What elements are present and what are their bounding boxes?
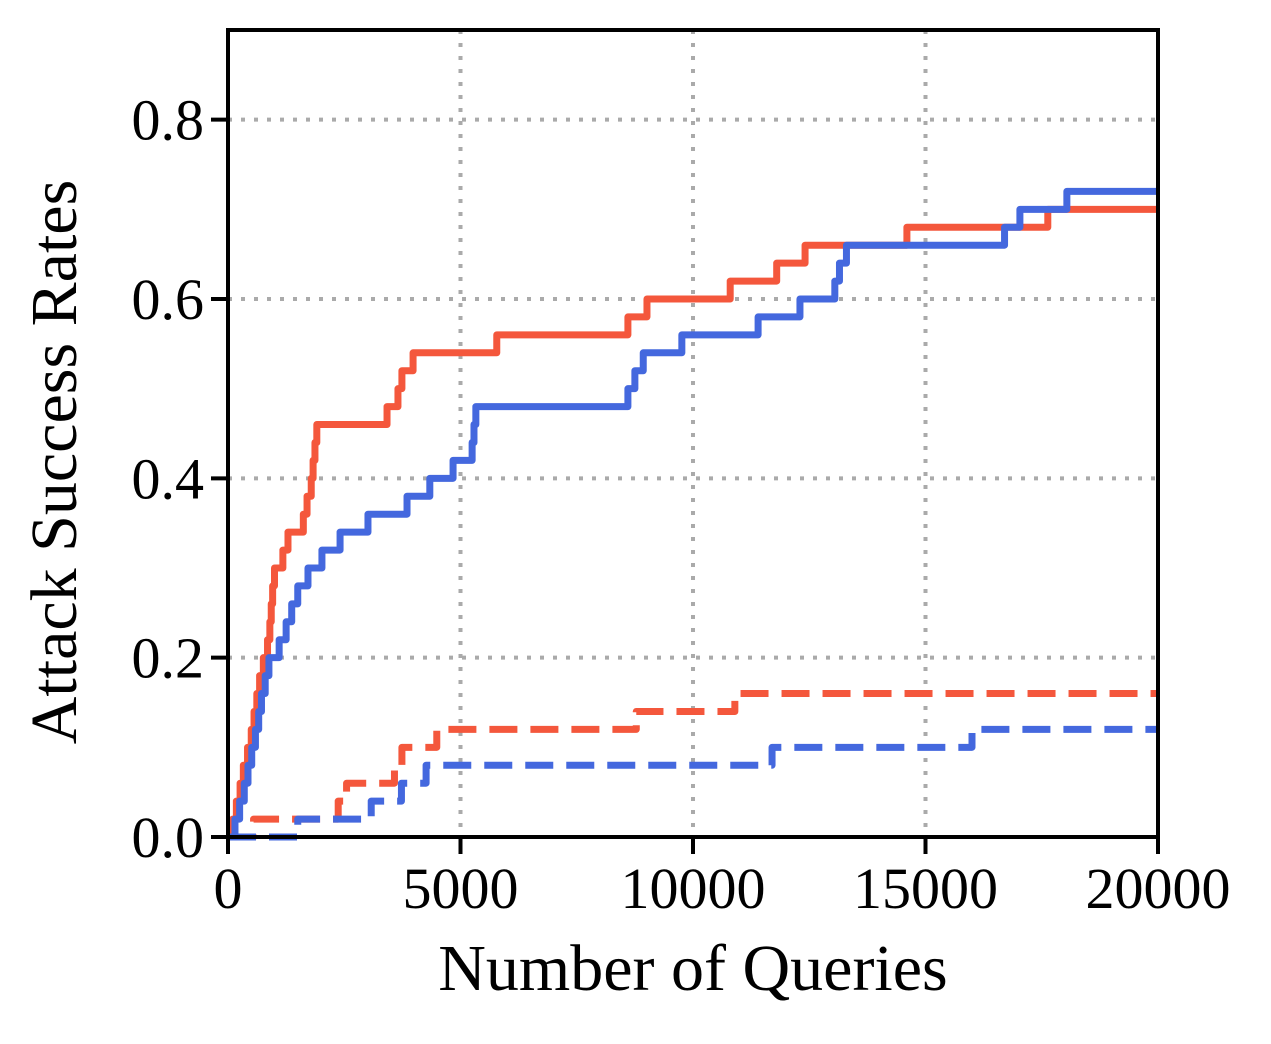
y-tick-label: 0.0 [132,805,205,870]
x-tick-label: 0 [214,856,243,921]
dashed-blue-curve [228,725,1158,841]
data-series [228,187,1158,841]
x-tick-label: 15000 [853,856,998,921]
y-tick-label: 0.4 [132,446,205,511]
y-tick-label: 0.2 [132,626,205,691]
x-axis-label: Number of Queries [438,932,948,1005]
y-tick-label: 0.8 [132,88,205,153]
x-tick-label: 5000 [403,856,519,921]
tick-labels: 0 5000 10000 15000 20000 0.0 0.2 0.4 0.6 0.8 [132,88,1231,921]
solid-red-curve [228,205,1158,841]
x-tick-label: 10000 [621,856,766,921]
axis-ticks [211,117,1160,854]
y-tick-label: 0.6 [132,267,205,332]
dashed-red-curve [228,690,1158,841]
y-axis-label: Attack Success Rates [18,180,91,745]
x-tick-label: 20000 [1086,856,1231,921]
solid-blue-curve [228,187,1158,841]
gridlines [226,30,1160,839]
